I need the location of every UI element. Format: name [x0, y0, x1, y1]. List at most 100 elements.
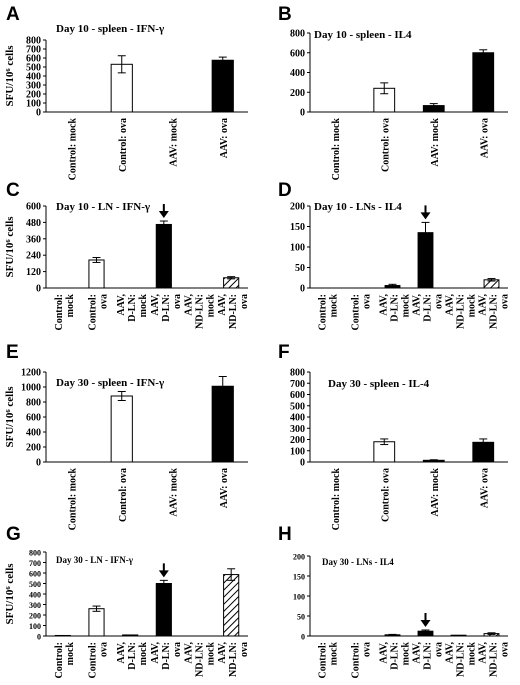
y-tick-label: 200: [29, 612, 41, 621]
category-label: Control: mock: [67, 118, 78, 181]
y-tick-label: 0: [300, 284, 305, 295]
category-label-line: mock: [206, 294, 217, 318]
category-label: Control: ova: [118, 468, 129, 522]
category-label: AAV: mock: [168, 118, 179, 167]
category-label: Control: mock: [67, 468, 78, 531]
y-tick-label: 50: [295, 263, 305, 274]
chart-title: Day 10 - LNs - IL4: [314, 201, 402, 213]
panel-c: C 0 120 240 360 480 600 SFU/10⁶ cells Day 10 - L…: [4, 180, 250, 330]
y-axis-title: SFU/10⁶ cells: [4, 45, 16, 107]
chart-title: Day 30 - spleen - IFN-γ: [56, 377, 164, 389]
category-label-line: ova: [172, 642, 183, 657]
y-tick-label: 400: [29, 591, 41, 600]
category-label: AAV: ova: [479, 468, 490, 508]
y-tick-label: 120: [26, 267, 41, 278]
category-label-line: ova: [239, 294, 250, 309]
category-label: AAV,ND-LN:mock: [445, 642, 478, 677]
category-label-line: AAV,: [217, 294, 228, 316]
category-label-line: ND-LN:: [228, 642, 239, 677]
y-tick-label: 150: [290, 222, 305, 233]
y-tick-label: 0: [36, 458, 41, 469]
panel-label: B: [278, 4, 292, 25]
bar: [211, 59, 234, 113]
category-label: AAV,D-LN:mock: [116, 294, 149, 322]
category-label: AAV,ND-LN:mock: [184, 294, 217, 329]
category-label: AAV: mock: [430, 118, 441, 167]
category-label-line: AAV,: [379, 294, 390, 316]
category-label-line: ova: [239, 642, 250, 657]
y-tick-label: 0: [300, 108, 305, 119]
y-tick-label: 600: [29, 570, 41, 579]
category-label-line: ova: [362, 642, 373, 657]
panel-label: D: [278, 180, 292, 201]
panel-label: G: [6, 524, 21, 545]
category-label-line: ova: [500, 294, 511, 309]
y-axis-title: SFU/10⁶ cells: [4, 216, 16, 278]
category-label: AAV: ova: [219, 468, 230, 508]
chart-title: Day 30 - LN - IFN-γ: [56, 555, 134, 565]
y-tick-label: 0: [36, 108, 41, 119]
panel-b: B 0 200 400 600 800 Day 10 - spleen - IL4 Contr…: [278, 4, 508, 180]
y-tick-label: 700: [26, 45, 41, 56]
bar: [88, 608, 105, 637]
y-tick-label: 0: [37, 633, 41, 642]
category-label-line: D-LN:: [161, 642, 172, 670]
y-tick-label: 200: [290, 202, 305, 213]
y-tick-label: 800: [26, 36, 41, 47]
y-tick-label: 400: [290, 68, 305, 79]
category-label-line: mock: [138, 294, 149, 318]
y-tick-label: 100: [26, 99, 41, 110]
category-label: AAV,ND-LN:ova: [478, 642, 511, 677]
bar: [223, 574, 240, 637]
category-label: Control:ova: [351, 642, 373, 678]
y-tick-label: 100: [293, 593, 305, 602]
category-label-line: mock: [401, 294, 412, 318]
category-label-line: ND-LN:: [195, 642, 206, 677]
y-tick-label: 1000: [21, 383, 41, 394]
category-label: AAV,ND-LN:ova: [478, 294, 511, 329]
category-label-line: mock: [65, 294, 76, 318]
y-tick-label: 360: [26, 234, 41, 245]
chart-title: Day 10 - spleen - IL4: [314, 29, 412, 41]
y-tick-label: 800: [29, 549, 41, 558]
category-label-line: ova: [172, 294, 183, 309]
category-label-line: AAV,: [150, 642, 161, 664]
category-label-line: mock: [206, 642, 217, 666]
y-tick-label: 0: [301, 633, 305, 642]
category-label: AAV: mock: [430, 468, 441, 517]
y-axis-title: SFU/10⁶ cells: [4, 386, 16, 448]
y-tick-label: 500: [26, 63, 41, 74]
category-label-line: Control:: [88, 294, 99, 330]
category-label-line: mock: [467, 294, 478, 318]
category-label-line: ova: [99, 642, 110, 657]
category-label: AAV,D-LN:mock: [379, 642, 412, 670]
category-label-line: AAV,: [478, 642, 489, 664]
bar: [472, 52, 495, 113]
category-label: AAV,ND-LN:mock: [184, 642, 217, 677]
category-label-line: D-LN:: [390, 642, 401, 670]
y-tick-label: 800: [290, 29, 305, 40]
category-label-line: D-LN:: [390, 294, 401, 322]
category-label-line: AAV,: [116, 294, 127, 316]
y-tick-label: 500: [290, 401, 305, 412]
category-label-line: mock: [65, 642, 76, 666]
category-label: Control: ova: [380, 468, 391, 522]
category-label: AAV,ND-LN:mock: [445, 294, 478, 329]
y-tick-label: 600: [290, 390, 305, 401]
bar: [88, 259, 105, 289]
category-label-line: D-LN:: [423, 642, 434, 670]
y-tick-label: 150: [293, 573, 305, 582]
category-label: AAV,D-LN:ova: [412, 294, 445, 322]
category-label-line: mock: [467, 642, 478, 666]
category-label-line: ND-LN:: [489, 642, 500, 677]
y-tick-label: 480: [26, 218, 41, 229]
category-label: Control: mock: [331, 118, 342, 181]
category-label-line: AAV,: [184, 642, 195, 664]
panel-label: E: [6, 342, 19, 363]
category-label: Control:mock: [54, 294, 76, 331]
category-label-line: D-LN:: [423, 294, 434, 322]
y-tick-label: 400: [290, 413, 305, 424]
category-label: Control:mock: [318, 642, 340, 679]
